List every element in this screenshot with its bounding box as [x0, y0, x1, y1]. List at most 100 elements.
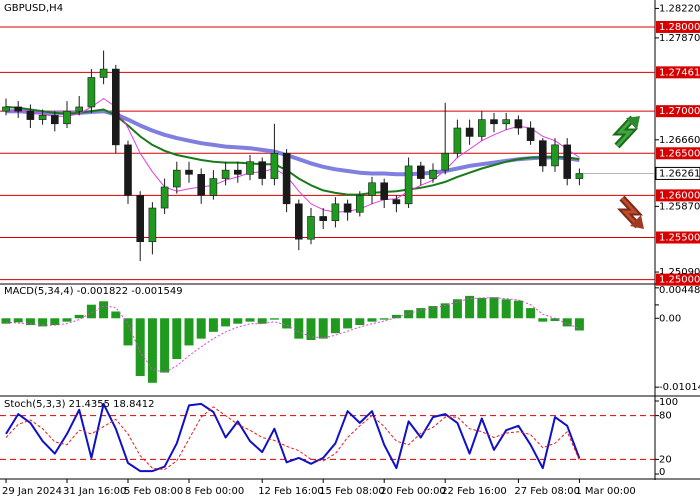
y-tick-label: -0.010149: [659, 382, 700, 393]
macd-bar: [550, 318, 560, 321]
y-tick-label: 0.00: [659, 313, 681, 324]
macd-bar: [38, 318, 48, 327]
candle-body: [526, 127, 535, 141]
y-tick-label: 0.004483: [659, 285, 700, 296]
current-price-box: [655, 166, 700, 180]
x-tick-label: 22 Feb 16:00: [441, 486, 507, 497]
candle-body: [87, 77, 96, 108]
x-tick-label: 1 Mar 00:00: [575, 486, 635, 497]
macd-bar: [452, 299, 462, 319]
macd-bar: [416, 308, 426, 319]
macd-bar: [269, 318, 279, 320]
x-tick-label: 31 Jan 16:00: [63, 486, 126, 497]
macd-bar: [330, 318, 340, 334]
macd-bar: [428, 306, 438, 319]
macd-bar: [208, 318, 218, 332]
candle-body: [63, 110, 71, 125]
level-label: 1.26000: [659, 190, 700, 201]
candle-body: [234, 169, 242, 175]
y-tick-label: 1.25090: [659, 267, 700, 278]
macd-bar: [50, 318, 60, 326]
level-label-box: [656, 20, 700, 33]
macd-bar: [123, 318, 133, 346]
macd-bar: [477, 297, 487, 319]
candle-body: [99, 68, 108, 78]
macd-bar: [562, 318, 572, 327]
macd-bar: [306, 318, 316, 340]
macd-bar: [440, 303, 450, 319]
macd-bar: [62, 318, 72, 322]
macd-bar: [160, 318, 170, 373]
level-label-box: [656, 231, 700, 244]
candle-body: [246, 161, 254, 175]
candle-body: [563, 144, 572, 179]
level-label: 1.25000: [659, 275, 700, 286]
macd-bar: [489, 297, 499, 319]
macd-bar: [282, 318, 292, 329]
candle-body: [307, 216, 315, 240]
macd-bar: [245, 318, 255, 322]
candle-body: [490, 119, 498, 125]
candle-body: [575, 173, 584, 179]
macd-bar: [355, 318, 365, 326]
candle-body: [441, 152, 450, 171]
macd-bar: [1, 318, 11, 324]
macd-bar: [13, 318, 23, 323]
candle-body: [294, 203, 303, 240]
macd-bar: [221, 318, 231, 327]
x-tick-label: 20 Feb 00:00: [380, 486, 446, 497]
candle-body: [343, 203, 352, 213]
candle-body: [453, 127, 462, 154]
macd-bar: [404, 310, 414, 319]
y-tick-label: 1.27870: [659, 33, 700, 44]
macd-bar: [465, 295, 475, 319]
level-label: 1.27461: [659, 67, 700, 78]
macd-bar: [257, 318, 267, 324]
macd-bar: [367, 318, 377, 322]
x-tick-label: 5 Feb 08:00: [124, 486, 183, 497]
current-price-label: 1.26261: [659, 168, 700, 179]
macd-bar: [184, 318, 194, 346]
macd-bar: [294, 318, 304, 339]
candle-body: [416, 165, 425, 179]
macd-bar: [379, 318, 389, 320]
candle-body: [2, 106, 10, 112]
level-label-box: [656, 273, 700, 286]
y-tick-label: 1.28220: [659, 3, 700, 14]
macd-bar: [538, 318, 548, 322]
candle-body: [465, 127, 474, 137]
y-tick-label: 100: [659, 397, 678, 408]
candle-body: [50, 115, 59, 125]
candle-body: [380, 182, 389, 200]
candle-body: [355, 195, 364, 213]
candle-body: [429, 169, 437, 179]
candle-body: [477, 119, 486, 137]
chart-title: GBPUSD,H4: [4, 3, 63, 14]
y-tick-label: 80: [659, 411, 672, 422]
moving-average: [6, 109, 580, 177]
y-tick-label: 1.25870: [659, 201, 700, 212]
candle-body: [404, 165, 413, 205]
x-tick-label: 29 Jan 2024: [2, 486, 62, 497]
y-tick-label: 20: [659, 454, 672, 465]
level-label-box: [656, 105, 700, 118]
candle-body: [14, 106, 22, 112]
candle-body: [319, 216, 328, 221]
macd-bar: [526, 308, 536, 319]
candle-body: [392, 199, 401, 205]
y-tick-label: 0: [659, 467, 665, 478]
macd-bar: [86, 304, 96, 319]
stoch-line: [5, 402, 581, 473]
level-label-box: [656, 147, 700, 160]
candle-body: [209, 178, 218, 196]
macd-bar: [574, 318, 584, 331]
candle-body: [221, 169, 230, 179]
macd-bar: [111, 311, 121, 319]
candle-body: [331, 203, 340, 221]
macd-bar: [513, 300, 523, 319]
x-tick-label: 8 Feb 00:00: [185, 486, 244, 497]
candle-body: [38, 115, 47, 120]
macd-bar: [99, 301, 109, 319]
candle-body: [282, 152, 291, 205]
